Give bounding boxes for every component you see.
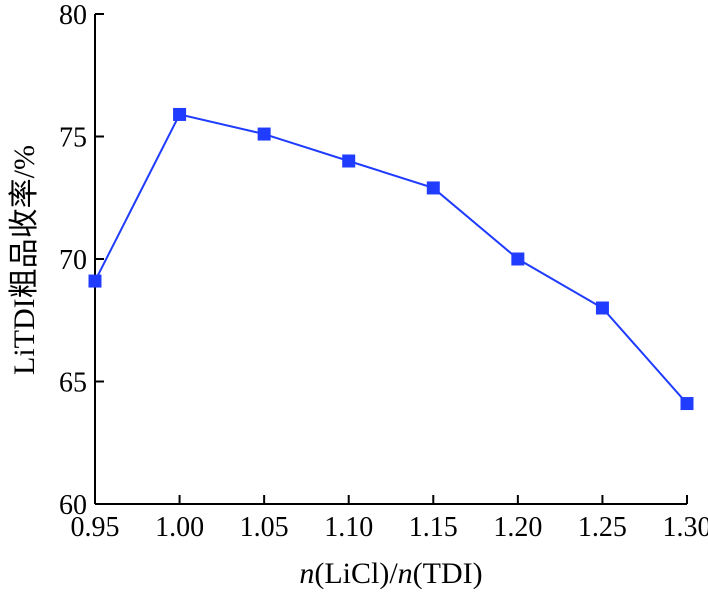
x-tick-label: 1.30 [663,512,708,543]
y-tick-label: 80 [59,0,87,31]
x-tick-label: 1.15 [409,512,458,543]
data-point-marker [258,128,271,141]
x-tick-label: 1.05 [240,512,289,543]
x-ticks: 0.95 1.00 1.05 1.10 1.15 1.20 1.25 1.30 [71,495,708,543]
data-point-marker [511,253,524,266]
data-point-marker [342,155,355,168]
data-point-marker [427,181,440,194]
x-axis-title: n(LiCl)/n(TDI) [299,557,482,589]
y-tick-label: 65 [59,368,87,399]
y-tick-label: 70 [59,245,87,276]
x-tick-label: 1.20 [493,512,542,543]
x-tick-label: 1.25 [578,512,627,543]
data-point-marker [681,397,694,410]
series-line [95,114,687,403]
chart-axes [95,14,687,504]
data-point-marker [173,108,186,121]
y-tick-label: 75 [59,123,87,154]
data-point-marker [596,302,609,315]
x-tick-label: 0.95 [71,512,120,543]
data-point-marker [89,275,102,288]
y-axis-title: LiTDI粗品收率/% [8,145,41,375]
x-tick-label: 1.00 [155,512,204,543]
x-tick-label: 1.10 [324,512,373,543]
data-series [89,108,694,410]
